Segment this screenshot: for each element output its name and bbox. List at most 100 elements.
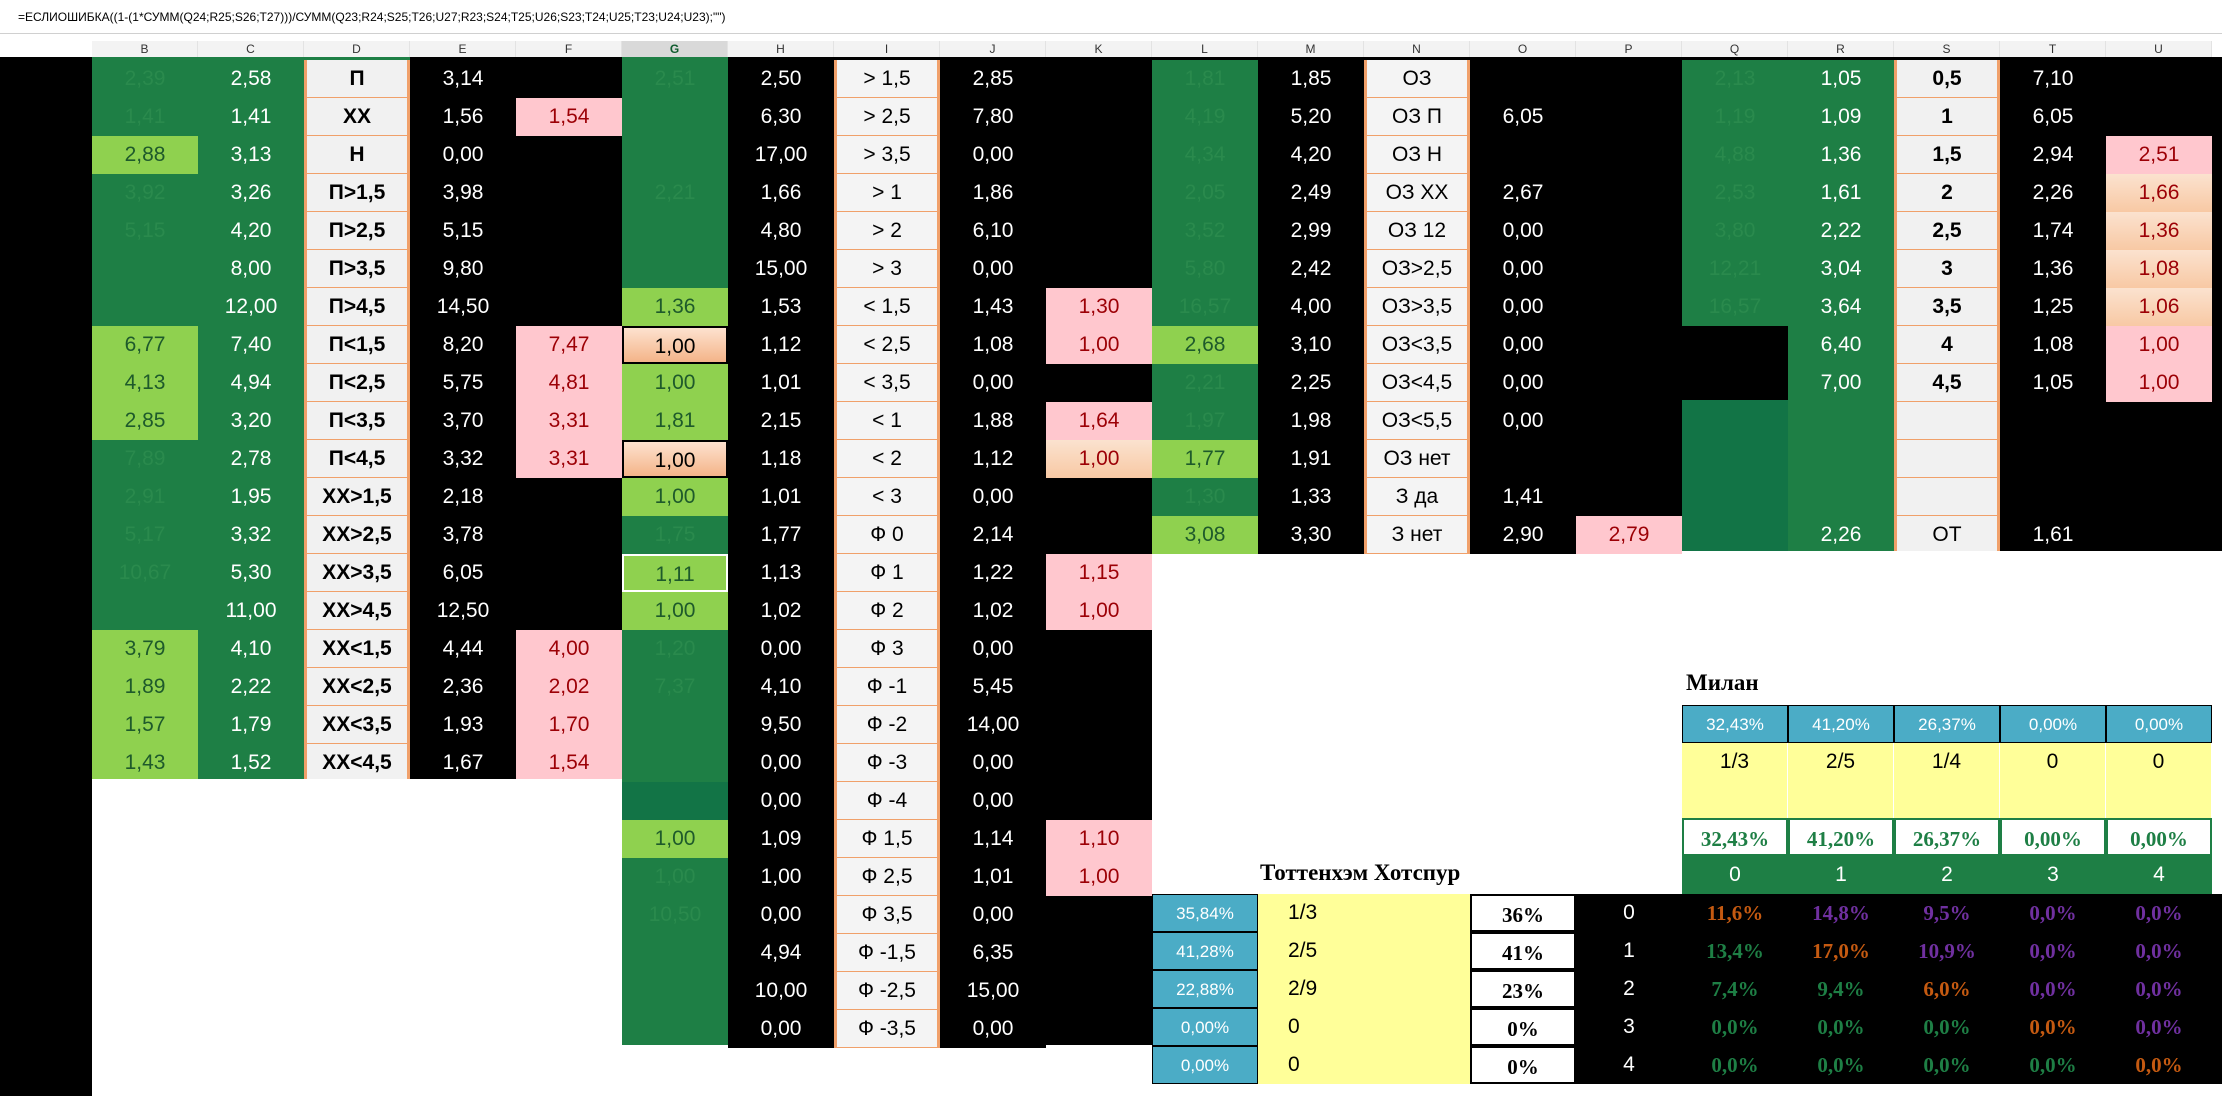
column-header-q[interactable]: Q — [1682, 41, 1788, 57]
cell-g-21[interactable]: 1,00 — [622, 858, 728, 896]
milan-matrix-cell-2-1[interactable]: 9,4% — [1788, 970, 1894, 1008]
cell-c-1[interactable]: 1,41 — [198, 98, 304, 136]
cell-h-14[interactable]: 1,02 — [728, 592, 834, 630]
cell-h-22[interactable]: 0,00 — [728, 896, 834, 934]
tottenham-pct-3[interactable]: 0,00% — [1152, 1008, 1258, 1046]
tottenham-empty-1[interactable] — [1364, 932, 1470, 970]
label-n-4[interactable]: ОЗ 12 — [1364, 212, 1470, 250]
cell-o-0[interactable] — [1470, 60, 1576, 98]
milan-matrix-cell-2-0[interactable]: 7,4% — [1682, 970, 1788, 1008]
column-header-t[interactable]: T — [2000, 41, 2106, 57]
cell-m-1[interactable]: 5,20 — [1258, 98, 1364, 136]
label-n-10[interactable]: ОЗ нет — [1364, 440, 1470, 478]
cell-c-3[interactable]: 3,26 — [198, 174, 304, 212]
cell-m-2[interactable]: 4,20 — [1258, 136, 1364, 174]
label-d-3[interactable]: П>1,5 — [304, 174, 410, 212]
cell-e-17[interactable]: 1,93 — [410, 706, 516, 744]
cell-r-1[interactable]: 1,09 — [1788, 98, 1894, 136]
label-i-23[interactable]: Ф -1,5 — [834, 934, 940, 972]
milan-matrix-cell-1-0[interactable]: 13,4% — [1682, 932, 1788, 970]
cell-h-20[interactable]: 1,09 — [728, 820, 834, 858]
label-s-5[interactable]: 3 — [1894, 250, 2000, 288]
cell-o-6[interactable]: 0,00 — [1470, 288, 1576, 326]
cell-k-6[interactable]: 1,30 — [1046, 288, 1152, 326]
cell-e-12[interactable]: 3,78 — [410, 516, 516, 554]
cell-c-17[interactable]: 1,79 — [198, 706, 304, 744]
column-header-h[interactable]: H — [728, 41, 834, 57]
cell-f-8[interactable]: 4,81 — [516, 364, 622, 402]
label-i-3[interactable]: > 1 — [834, 174, 940, 212]
tottenham-bold-2[interactable]: 23% — [1470, 970, 1576, 1008]
cell-q-4[interactable]: 3,80 — [1682, 212, 1788, 250]
cell-e-14[interactable]: 12,50 — [410, 592, 516, 630]
milan-total-1[interactable]: 41,20% — [1788, 818, 1894, 856]
label-i-16[interactable]: Ф -1 — [834, 668, 940, 706]
label-i-19[interactable]: Ф -4 — [834, 782, 940, 820]
cell-f-9[interactable]: 3,31 — [516, 402, 622, 440]
milan-total-0[interactable]: 32,43% — [1682, 818, 1788, 856]
cell-f-10[interactable]: 3,31 — [516, 440, 622, 478]
column-header-c[interactable]: C — [198, 41, 304, 57]
milan-matrix-cell-0-0[interactable]: 11,6% — [1682, 894, 1788, 932]
milan-pct-0[interactable]: 32,43% — [1682, 705, 1788, 743]
cell-h-1[interactable]: 6,30 — [728, 98, 834, 136]
cell-u-8[interactable]: 1,00 — [2106, 364, 2212, 402]
cell-r-6[interactable]: 3,64 — [1788, 288, 1894, 326]
cell-c-0[interactable]: 2,58 — [198, 60, 304, 98]
cell-j-13[interactable]: 1,22 — [940, 554, 1046, 592]
label-i-12[interactable]: Ф 0 — [834, 516, 940, 554]
milan-frac-1[interactable]: 2/5 — [1788, 743, 1894, 781]
milan-empty-4[interactable] — [2106, 781, 2212, 819]
column-header-s[interactable]: S — [1894, 41, 2000, 57]
cell-g-17[interactable] — [622, 706, 728, 744]
milan-total-2[interactable]: 26,37% — [1894, 818, 2000, 856]
label-n-8[interactable]: ОЗ<4,5 — [1364, 364, 1470, 402]
cell-m-7[interactable]: 3,10 — [1258, 326, 1364, 364]
label-d-16[interactable]: ХХ<2,5 — [304, 668, 410, 706]
tottenham-pct-1[interactable]: 41,28% — [1152, 932, 1258, 970]
cell-g-0[interactable]: 2,51 — [622, 60, 728, 98]
cell-l-6[interactable]: 16,57 — [1152, 288, 1258, 326]
cell-t-7[interactable]: 1,08 — [2000, 326, 2106, 364]
cell-c-16[interactable]: 2,22 — [198, 668, 304, 706]
label-d-1[interactable]: ХХ — [304, 98, 410, 136]
cell-b-16[interactable]: 1,89 — [92, 668, 198, 706]
milan-total-3[interactable]: 0,00% — [2000, 818, 2106, 856]
column-header-n[interactable]: N — [1364, 41, 1470, 57]
label-n-7[interactable]: ОЗ<3,5 — [1364, 326, 1470, 364]
cell-j-16[interactable]: 5,45 — [940, 668, 1046, 706]
cell-m-0[interactable]: 1,85 — [1258, 60, 1364, 98]
cell-b-12[interactable]: 5,17 — [92, 516, 198, 554]
milan-idx-0[interactable]: 0 — [1682, 856, 1788, 894]
cell-l-9[interactable]: 1,97 — [1152, 402, 1258, 440]
cell-g-10[interactable]: 1,00 — [622, 440, 728, 478]
cell-t-0[interactable]: 7,10 — [2000, 60, 2106, 98]
cell-r-0[interactable]: 1,05 — [1788, 60, 1894, 98]
label-i-25[interactable]: Ф -3,5 — [834, 1010, 940, 1048]
label-i-6[interactable]: < 1,5 — [834, 288, 940, 326]
label-d-11[interactable]: ХХ>1,5 — [304, 478, 410, 516]
label-d-18[interactable]: ХХ<4,5 — [304, 744, 410, 782]
cell-o-7[interactable]: 0,00 — [1470, 326, 1576, 364]
label-i-2[interactable]: > 3,5 — [834, 136, 940, 174]
cell-t-4[interactable]: 1,74 — [2000, 212, 2106, 250]
cell-j-21[interactable]: 1,01 — [940, 858, 1046, 896]
label-d-0[interactable]: П — [304, 60, 410, 98]
cell-h-21[interactable]: 1,00 — [728, 858, 834, 896]
cell-h-18[interactable]: 0,00 — [728, 744, 834, 782]
cell-c-4[interactable]: 4,20 — [198, 212, 304, 250]
milan-empty-2[interactable] — [1894, 781, 2000, 819]
cell-m-6[interactable]: 4,00 — [1258, 288, 1364, 326]
cell-c-13[interactable]: 5,30 — [198, 554, 304, 592]
cell-r-7[interactable]: 6,40 — [1788, 326, 1894, 364]
cell-c-5[interactable]: 8,00 — [198, 250, 304, 288]
cell-m-9[interactable]: 1,98 — [1258, 402, 1364, 440]
cell-e-9[interactable]: 3,70 — [410, 402, 516, 440]
label-n-2[interactable]: ОЗ Н — [1364, 136, 1470, 174]
cell-o-1[interactable]: 6,05 — [1470, 98, 1576, 136]
cell-u-5[interactable]: 1,08 — [2106, 250, 2212, 288]
cell-r-5[interactable]: 3,04 — [1788, 250, 1894, 288]
cell-j-1[interactable]: 7,80 — [940, 98, 1046, 136]
label-s-4[interactable]: 2,5 — [1894, 212, 2000, 250]
cell-c-11[interactable]: 1,95 — [198, 478, 304, 516]
